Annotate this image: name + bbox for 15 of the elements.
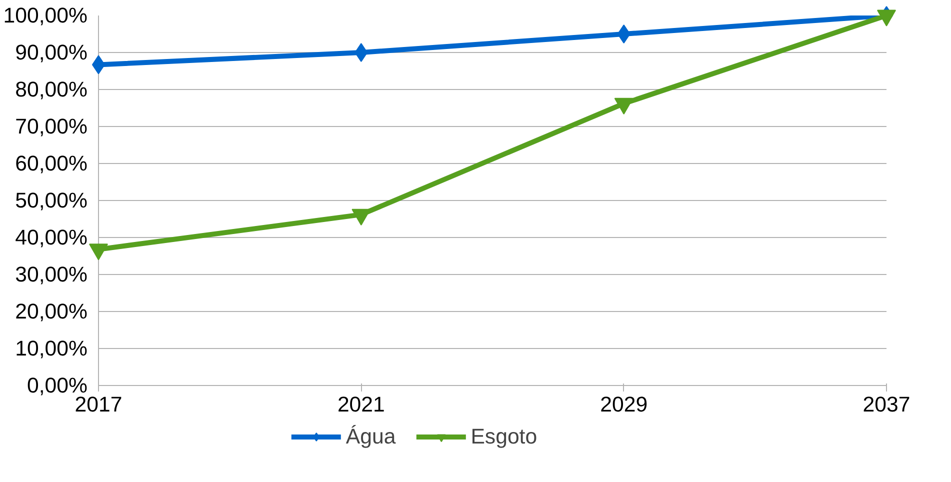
- x-tick-label: 2029: [600, 392, 648, 416]
- y-tick-label: 90,00%: [15, 40, 88, 64]
- y-tick-label: 20,00%: [15, 300, 88, 324]
- y-tick-label: 40,00%: [15, 226, 88, 250]
- y-tick-label: 60,00%: [15, 152, 88, 176]
- y-tick-label: 50,00%: [15, 188, 88, 212]
- y-tick-label: 80,00%: [15, 78, 88, 102]
- legend-label: Água: [346, 424, 396, 449]
- y-tick-label: 30,00%: [15, 262, 88, 286]
- y-tick-label: 10,00%: [15, 336, 88, 360]
- x-tick-label: 2037: [862, 392, 910, 416]
- y-tick-label: 70,00%: [15, 114, 88, 138]
- legend-label: Esgoto: [470, 424, 538, 449]
- x-tick-label: 2021: [337, 392, 385, 416]
- y-tick-label: 100,00%: [3, 4, 88, 28]
